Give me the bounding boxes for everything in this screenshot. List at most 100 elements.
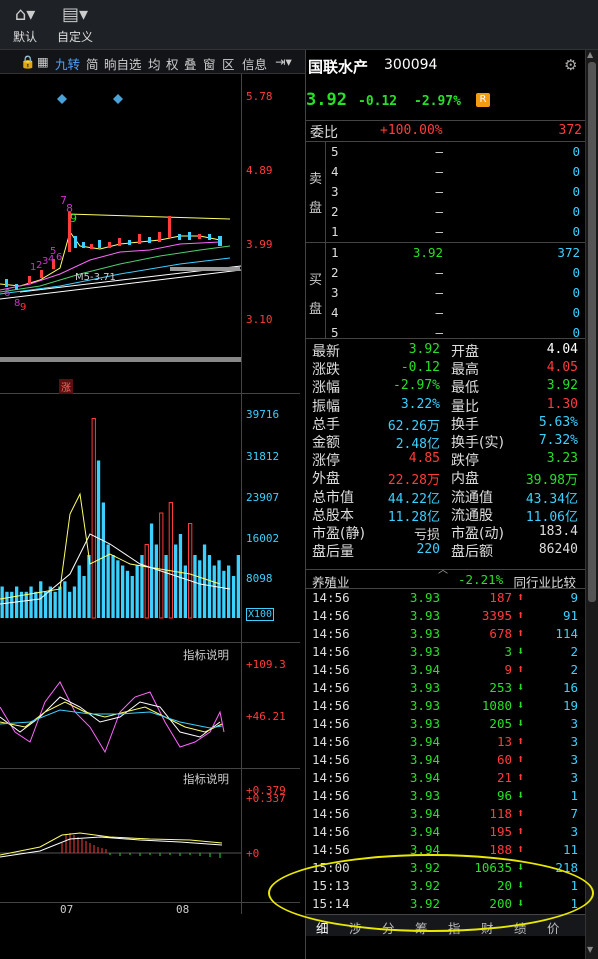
tick-price: 3.93 [409,680,440,695]
tab-quan[interactable]: 权 [166,57,179,72]
tick-row[interactable]: 14:56 3.93 3 ⬇ 2 [306,644,586,662]
quote-panel: 国联水产 300094 ⚙ 3.92 -0.12 -2.97% R 委比 +10… [305,50,586,959]
stat-value: 5.63% [538,414,578,430]
tab-qu[interactable]: 区 [222,57,235,72]
book-level: 3 [331,285,339,300]
volume-bar [87,555,91,618]
tick-row[interactable]: 14:56 3.94 13 ⬆ 3 [306,734,586,752]
tab-die[interactable]: 叠 [184,57,197,72]
stats-grid: 最新 3.92 开盘 4.04 涨跌 -0.12 最高 4.05 涨幅 -2.97% 最低 3.92 振… [306,338,586,560]
book-row[interactable]: 1 3.92 372 [328,243,584,263]
stat-key: 盘后额 [451,544,493,561]
custom-layout-button[interactable]: ▤▾ 自定义 [52,2,98,46]
book-row[interactable]: 3 — 0 [328,182,584,202]
tick-row[interactable]: 15:00 3.92 10635 ⬇ 218 [306,860,586,878]
tick-row[interactable]: 14:56 3.93 1080 ⬇ 19 [306,698,586,716]
volume-chart[interactable] [0,394,241,622]
candles [5,212,222,290]
chevron-up-icon[interactable]: ︿ [438,565,448,576]
tab-zixuan[interactable]: 晌自选 [104,57,142,72]
book-row[interactable]: 4 — 0 [328,303,584,323]
indicator-desc-link[interactable]: 指标说明 [183,648,229,662]
tick-row[interactable]: 14:56 3.93 678 ⬆ 114 [306,626,586,644]
volume-bar [0,586,4,618]
r-badge[interactable]: R [476,93,490,107]
tick-row[interactable]: 14:56 3.93 3395 ⬆ 91 [306,608,586,626]
tab-jian[interactable]: 简 [86,57,99,72]
nine-count: 8 [66,202,73,215]
tick-row[interactable]: 14:56 3.93 96 ⬇ 1 [306,788,586,806]
sell-book: 卖 盘 5 — 0 4 — 0 3 — 0 2 — 0 1 — 0 [306,142,586,242]
ma-label: M5-3.71 [75,272,116,283]
nine-count: 1 [30,262,36,273]
indicator-desc-link[interactable]: 指标说明 [183,772,229,786]
tick-row[interactable]: 14:56 3.93 187 ⬆ 9 [306,590,586,608]
tick-row[interactable]: 14:56 3.94 9 ⬆ 2 [306,662,586,680]
bottom-tab[interactable]: 财 [481,921,494,936]
scroll-down-icon[interactable]: ▼ [587,945,594,954]
tick-row[interactable]: 14:56 3.93 205 ⬇ 3 [306,716,586,734]
bottom-tab[interactable]: 筹 [415,921,428,936]
tick-row[interactable]: 14:56 3.94 118 ⬆ 7 [306,806,586,824]
tab-info[interactable]: 信息 [242,57,268,72]
tick-row[interactable]: 14:56 3.94 188 ⬆ 11 [306,842,586,860]
tick-row[interactable]: 15:13 3.92 20 ⬇ 1 [306,878,586,896]
volume-bar [236,555,240,618]
book-level: 2 [331,204,339,219]
volume-bar [202,544,207,618]
order-ratio-pct: +100.00% [380,123,443,138]
bottom-tab[interactable]: 价 [547,921,560,936]
stat-value: 4.85 [408,451,440,467]
tick-row[interactable]: 14:56 3.94 195 ⬆ 3 [306,824,586,842]
bottom-tab[interactable]: 绩 [514,921,527,936]
volume-bar [68,591,72,619]
book-row[interactable]: 2 — 0 [328,202,584,222]
bottom-tab[interactable]: 指 [448,921,461,936]
indicator2-chart[interactable] [0,785,241,905]
industry-name[interactable]: 养殖业 [312,575,350,590]
book-row[interactable]: 5 — 0 [328,323,584,343]
lock-icon[interactable]: 🔒 [20,54,36,69]
bottom-tab[interactable]: 涉 [349,921,362,936]
volume-bar [48,586,52,618]
indicator1-chart[interactable] [0,662,241,767]
book-row[interactable]: 3 — 0 [328,283,584,303]
tick-time: 14:56 [312,626,350,641]
tick-row[interactable]: 14:56 3.94 21 ⬆ 3 [306,770,586,788]
scroll-thumb[interactable] [588,62,596,602]
tick-price: 3.93 [409,626,440,641]
book-row[interactable]: 2 — 0 [328,263,584,283]
tick-count: 3 [570,824,578,839]
scroll-up-icon[interactable]: ▲ [587,50,594,59]
order-ratio-label: 委比 [310,125,338,141]
default-layout-button[interactable]: ⌂▾ 默认 [2,2,48,46]
gear-icon[interactable]: ⚙ [564,56,578,74]
tick-row[interactable]: 14:56 3.93 253 ⬇ 16 [306,680,586,698]
tab-jiuzhuan[interactable]: 九转 [55,57,81,72]
arrow-up-icon: ⬆ [517,590,525,604]
scrollbar[interactable]: ▲ ▼ [585,50,598,959]
stat-value: 3.92 [408,342,440,357]
bottom-tab[interactable]: 细 [316,921,329,936]
industry-compare-link[interactable]: 同行业比较 [513,575,576,590]
book-row[interactable]: 4 — 0 [328,162,584,182]
stat-value: 220 [416,542,440,558]
book-volume: 0 [572,204,580,219]
tick-row[interactable]: 14:56 3.94 60 ⬆ 3 [306,752,586,770]
book-row[interactable]: 1 — 0 [328,222,584,242]
tab-chuang[interactable]: 窗 [203,57,216,72]
volume-axis-label: 8098 [246,572,273,585]
tab-jun[interactable]: 均 [148,57,161,72]
grid-icon[interactable]: ▦ [37,54,49,69]
stat-key: 跌停 [451,453,479,470]
industry-row[interactable]: 养殖业 ︿ -2.21% 同行业比较 [306,565,586,590]
bottom-tab[interactable]: 分 [382,921,395,936]
book-price: — [435,184,443,199]
arrow-down-icon: ⬇ [517,788,525,802]
tick-list[interactable]: 14:56 3.93 187 ⬆ 9 14:56 3.93 3395 ⬆ 91 14:56 3.93 6… [306,590,586,914]
book-row[interactable]: 5 — 0 [328,142,584,162]
collapse-arrow-icon[interactable]: ⇥▾ [275,54,292,69]
kline-chart[interactable]: 7 8 9 6 8 9 1 2 3 4 5 6 M5-3.71 [0,74,241,374]
tick-row[interactable]: 15:14 3.92 200 ⬇ 1 [306,896,586,914]
default-label: 默认 [12,30,37,44]
